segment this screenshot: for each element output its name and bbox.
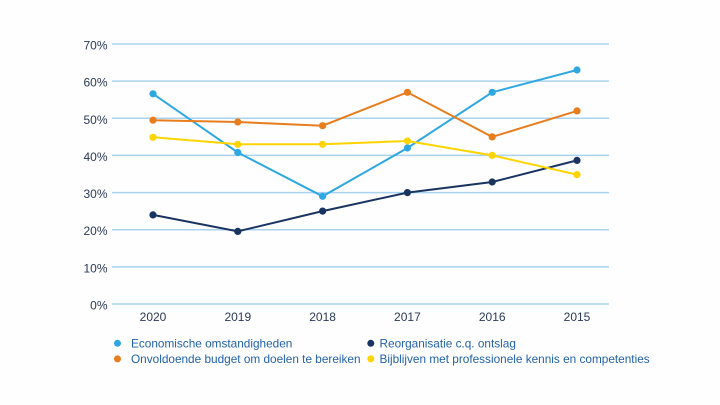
svg-text:40%: 40% xyxy=(83,150,107,164)
svg-text:2017: 2017 xyxy=(394,310,421,324)
svg-text:30%: 30% xyxy=(83,187,107,201)
svg-text:Onvoldoende budget om doelen t: Onvoldoende budget om doelen te bereiken xyxy=(131,352,361,366)
svg-text:60%: 60% xyxy=(83,76,107,90)
svg-text:10%: 10% xyxy=(83,261,107,275)
svg-text:0%: 0% xyxy=(90,299,108,313)
svg-text:2019: 2019 xyxy=(224,310,251,324)
svg-text:2018: 2018 xyxy=(309,310,336,324)
svg-text:Bijblijven met professionele k: Bijblijven met professionele kennis en c… xyxy=(380,352,650,366)
svg-text:2016: 2016 xyxy=(479,310,506,324)
svg-text:70%: 70% xyxy=(83,39,107,53)
svg-text:2015: 2015 xyxy=(564,310,591,324)
svg-text:Reorganisatie c.q. ontslag: Reorganisatie c.q. ontslag xyxy=(380,336,516,350)
svg-text:50%: 50% xyxy=(83,113,107,127)
svg-text:Economische omstandigheden: Economische omstandigheden xyxy=(131,336,292,350)
svg-text:2020: 2020 xyxy=(140,310,167,324)
svg-text:20%: 20% xyxy=(83,224,107,238)
